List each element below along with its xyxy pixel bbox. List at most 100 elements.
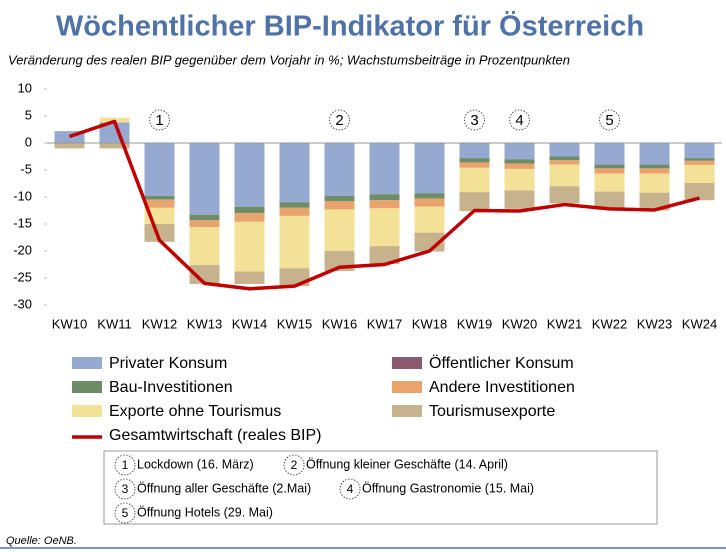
legend-swatch [392,405,422,417]
bar-segment [189,265,220,284]
legend-swatch [392,357,422,369]
bar-segment [324,201,355,210]
marker-circle [599,109,620,131]
x-tick-label: KW15 [277,316,312,331]
bar-segment [54,143,85,149]
legend-label: Privater Konsum [109,355,227,372]
bar-segment [504,190,535,209]
y-tick-label: 0 [25,134,32,149]
bar-segment [504,159,535,164]
bar-segment [144,143,175,196]
marker: 2 [335,112,343,129]
bar-segment [189,143,220,215]
y-tick-label: -30 [13,296,32,311]
bar-segment [549,143,580,157]
bar-segment [549,186,580,204]
chart-title: Wöchentlicher BIP-Indikator für Österrei… [56,10,644,43]
source: Quelle: OeNB. [6,535,77,547]
note-text: Öffnung Hotels (29. Mai) [137,505,273,519]
legend-swatch [392,381,422,393]
note-number-circle [114,454,136,476]
bar-segment [369,208,400,247]
x-tick-label: KW22 [592,316,627,331]
bar-segment [594,164,625,169]
legend-label: Exporte ohne Tourismus [109,403,281,420]
bar-segment [414,206,445,233]
bar-segment [459,192,490,212]
x-tick-label: KW14 [232,316,267,331]
marker: 1 [155,112,163,129]
bar-segment [189,214,220,221]
bar-segment [459,167,490,193]
bar-segment [594,173,625,192]
legend-label: Bau-Investitionen [109,379,233,396]
marker: 4 [515,112,523,129]
note-text: Öffnung aller Geschäfte (2.Mai) [137,481,311,495]
legend-swatch [72,357,102,369]
bar-segment [54,131,85,143]
x-tick-label: KW21 [547,316,582,331]
bar-segment [684,165,715,183]
legend-label: Öffentlicher Konsum [429,354,574,372]
bar-segment [144,224,175,242]
bar-segment [369,246,400,264]
bar-segment [279,207,310,216]
legend-label: Andere Investitionen [429,379,575,396]
legend-label: Gesamtwirtschaft (reales BIP) [109,427,322,444]
bar-segment [504,168,535,191]
notes-box [103,450,658,525]
marker-circle [329,109,350,131]
x-tick-label: KW23 [637,316,672,331]
bar-segment [144,199,175,208]
note-number-circle [114,478,136,500]
note-number-circle [114,502,136,524]
bar-segment [549,160,580,165]
marker: 3 [470,112,478,129]
legend-swatch [72,405,102,417]
bar-segment [99,143,130,149]
note-number: 1 [122,458,129,472]
bar-segment [279,202,310,208]
bar-segment [684,160,715,166]
bar-segment [504,143,535,160]
x-tick-label: KW24 [682,316,717,331]
y-tick-label: -10 [13,188,32,203]
bar-segment [594,191,625,209]
legend-swatch [72,381,102,393]
bar-segment [414,193,445,199]
bar-segment [369,194,400,201]
bar-segment [684,143,715,159]
bar-segment [684,158,715,161]
bar-segment [369,143,400,195]
bar-segment [279,215,310,269]
marker: 5 [605,112,613,129]
bar-segment [639,143,670,165]
bar-segment [594,143,625,165]
bar-segment [324,143,355,196]
x-tick-label: KW13 [187,316,222,331]
bar-segment [234,206,265,214]
chart-subtitle: Veränderung des realen BIP gegenüber dem… [8,52,570,67]
x-tick-label: KW19 [457,316,492,331]
bar-segment [459,143,490,159]
bar-segment [594,168,625,174]
bar-segment [414,143,445,194]
note-text: Öffnung kleiner Geschäfte (14. April) [306,457,508,471]
bar-segment [189,227,220,266]
bar-segment [459,162,490,168]
y-tick-label: 5 [25,107,32,122]
note-number: 4 [347,482,354,496]
x-tick-label: KW20 [502,316,537,331]
bar-segment [279,143,310,203]
bar-segment [234,143,265,207]
bar-segment [189,220,220,228]
y-tick-label: -25 [13,269,32,284]
x-tick-label: KW12 [142,316,177,331]
x-tick-label: KW17 [367,316,402,331]
bar-segment [369,200,400,209]
x-tick-label: KW10 [52,316,87,331]
line [68,119,700,291]
bar-segment [324,209,355,251]
note-number: 3 [122,482,129,496]
